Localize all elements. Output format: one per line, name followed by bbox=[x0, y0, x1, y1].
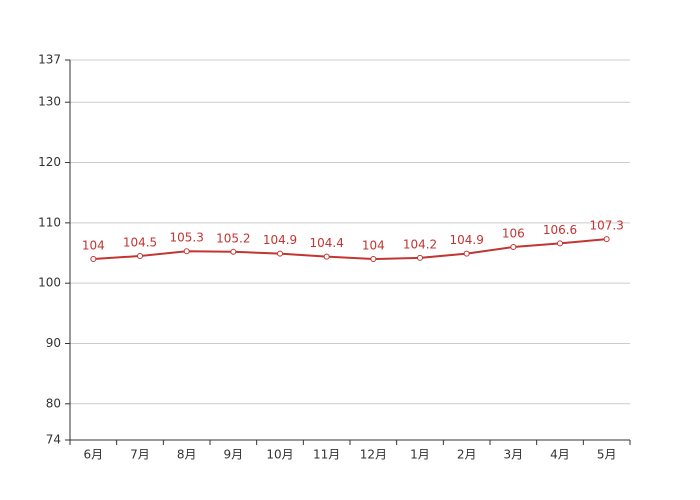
y-tick-label: 130 bbox=[38, 95, 61, 109]
point bbox=[277, 250, 283, 257]
value-label: 107.3 bbox=[589, 219, 623, 233]
point bbox=[183, 248, 190, 255]
point bbox=[603, 236, 610, 243]
point bbox=[370, 256, 377, 263]
point bbox=[230, 248, 237, 255]
point bbox=[137, 253, 143, 260]
point bbox=[90, 256, 97, 263]
value-label: 104.2 bbox=[403, 237, 437, 251]
value-label: 104 bbox=[362, 239, 385, 253]
x-tick-label: 7月 bbox=[130, 448, 150, 462]
x-tick-label: 1月 bbox=[410, 448, 430, 462]
value-label: 104.4 bbox=[309, 236, 343, 250]
x-tick-label: 3月 bbox=[504, 448, 524, 462]
x-tick-label: 8月 bbox=[177, 448, 197, 462]
value-label: 104.5 bbox=[123, 236, 157, 250]
value-label: 105.3 bbox=[169, 231, 203, 245]
y-tick-label: 80 bbox=[46, 396, 61, 410]
x-tick-label: 11月 bbox=[313, 448, 340, 462]
point bbox=[323, 253, 330, 260]
point bbox=[463, 250, 470, 257]
x-tick-label: 5月 bbox=[597, 448, 617, 462]
value-label: 106 bbox=[502, 226, 525, 240]
y-tick-label: 100 bbox=[38, 276, 61, 290]
y-tick-label: 110 bbox=[38, 215, 61, 229]
x-tick-label: 9月 bbox=[224, 448, 244, 462]
value-label: 104 bbox=[82, 239, 105, 253]
x-tick-label: 2月 bbox=[457, 448, 477, 462]
x-tick-label: 10月 bbox=[266, 448, 293, 462]
y-tick-label: 120 bbox=[38, 155, 61, 169]
x-tick-label: 4月 bbox=[550, 448, 570, 462]
value-label: 104.9 bbox=[449, 233, 483, 247]
value-label: 104.9 bbox=[263, 233, 297, 247]
point bbox=[557, 240, 563, 247]
line bbox=[93, 238, 607, 261]
point bbox=[417, 254, 423, 261]
x-tick-label: 6月 bbox=[84, 448, 104, 462]
y-tick-label: 90 bbox=[46, 336, 61, 350]
point bbox=[510, 243, 517, 250]
y-tick-label: 74 bbox=[46, 433, 61, 447]
y-tick-label: 137 bbox=[38, 53, 61, 67]
value-label: 105.2 bbox=[216, 231, 250, 245]
value-label: 106.6 bbox=[543, 223, 577, 237]
x-tick-label: 12月 bbox=[360, 448, 387, 462]
